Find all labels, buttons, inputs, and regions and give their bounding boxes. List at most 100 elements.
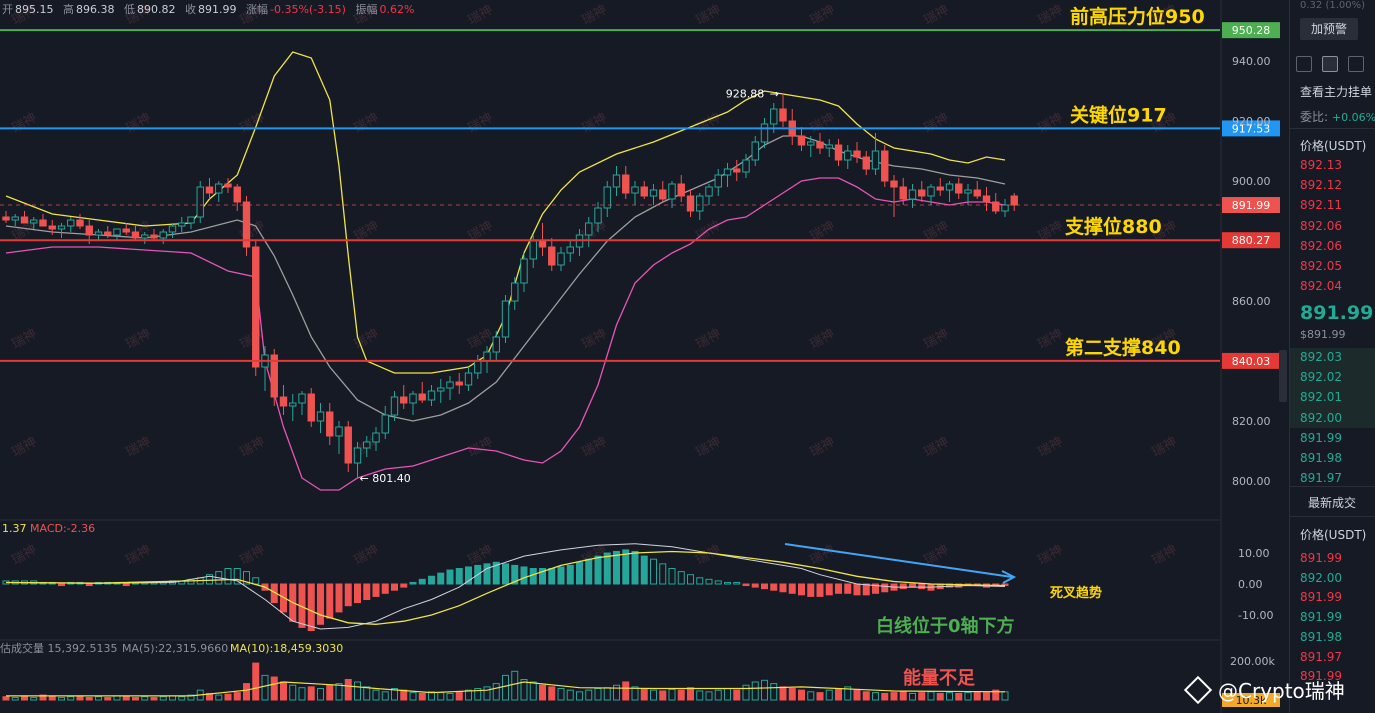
macd-histogram-bar <box>788 583 796 594</box>
volume-bar <box>659 690 667 701</box>
volume-bar <box>992 689 1000 701</box>
current-price-tag <box>1222 197 1280 214</box>
panel-collapse-handle[interactable] <box>1279 350 1287 402</box>
volume-bar <box>983 692 990 701</box>
macd-histogram-bar <box>853 583 861 596</box>
ask-row[interactable]: 892.06 <box>1300 238 1342 253</box>
candle-body <box>816 141 824 149</box>
ask-row[interactable]: 892.11 <box>1300 198 1342 213</box>
volume-ma5: MA(5):22,315.9660 <box>122 642 228 655</box>
macd-histogram-bar <box>631 550 639 585</box>
add-alert-button[interactable]: 加预警 <box>1300 18 1358 40</box>
volume-bar <box>474 688 482 701</box>
level-price-tag <box>1222 232 1280 249</box>
candle-body <box>733 168 741 173</box>
candle-body <box>1001 204 1009 212</box>
candle-body <box>335 426 343 437</box>
candle <box>196 181 204 223</box>
bid-row[interactable]: 891.97 <box>1300 471 1342 486</box>
ask-row[interactable]: 892.04 <box>1300 279 1342 294</box>
macd-histogram-bar <box>492 561 500 585</box>
candle <box>622 166 630 199</box>
candle <box>548 238 556 271</box>
candle <box>520 253 528 292</box>
candle-body <box>899 186 907 200</box>
volume-bar <box>169 695 176 701</box>
ask-row[interactable]: 892.12 <box>1300 178 1342 193</box>
volume-bar <box>446 692 454 701</box>
candle <box>104 226 112 238</box>
candle <box>585 217 593 247</box>
high-annotation-arrow: → <box>770 87 779 100</box>
candle <box>881 145 889 187</box>
macd-histogram-bar <box>206 574 213 585</box>
candle <box>20 211 29 224</box>
macd-histogram-bar <box>58 583 65 587</box>
candle <box>2 211 10 223</box>
volume-bar <box>132 697 139 701</box>
macd-histogram-bar <box>807 583 815 597</box>
macd-histogram-bar <box>640 555 648 585</box>
macd-histogram-bar <box>511 564 519 585</box>
macd-histogram-bar <box>465 566 472 585</box>
book-asks-view-icon[interactable] <box>1348 56 1364 72</box>
latest-trades-tab[interactable]: 最新成交 <box>1308 496 1357 510</box>
candle <box>668 181 676 208</box>
macd-histogram-bar <box>742 583 750 587</box>
main-orders-link[interactable]: 查看主力挂单 <box>1300 85 1373 99</box>
candle <box>982 187 991 211</box>
macd-histogram-bar <box>714 580 722 585</box>
macd-histogram-bar <box>825 583 833 596</box>
candle <box>918 181 926 202</box>
candle-body <box>104 231 112 236</box>
candle <box>742 154 750 178</box>
candle-body <box>557 252 565 266</box>
bid-row[interactable]: 892.03 <box>1300 350 1342 364</box>
macd-histogram-bar <box>317 583 324 625</box>
candle-body <box>30 219 38 224</box>
bid-row[interactable]: 891.99 <box>1300 430 1342 445</box>
candle-body <box>770 108 778 125</box>
ask-row[interactable]: 892.13 <box>1300 158 1342 172</box>
candle-body <box>409 393 417 404</box>
macd-histogram-bar <box>455 568 463 585</box>
volume-bar <box>243 683 250 701</box>
bid-row[interactable]: 892.02 <box>1300 370 1342 385</box>
candle <box>992 193 1000 214</box>
candle-body <box>566 246 574 254</box>
candle <box>955 178 963 199</box>
candle-body <box>464 372 473 386</box>
candle <box>797 127 806 151</box>
volume-bar <box>761 679 768 701</box>
open-label: 开 <box>2 3 13 16</box>
ask-row[interactable]: 892.06 <box>1300 218 1342 233</box>
volume-ma-line <box>6 681 1006 697</box>
last-price: 891.99 <box>1300 302 1374 324</box>
candle <box>816 133 824 154</box>
bid-row[interactable]: 892.01 <box>1300 390 1342 405</box>
candle-body <box>548 246 556 266</box>
book-both-view-icon[interactable] <box>1296 56 1312 72</box>
macd-histogram-bar <box>335 583 343 613</box>
level-label: 关键位917 <box>1070 103 1167 126</box>
candle <box>427 385 436 406</box>
candle-body <box>316 411 325 422</box>
candle <box>270 349 278 406</box>
ask-row[interactable]: 892.05 <box>1300 259 1342 273</box>
candle <box>807 136 815 157</box>
macd-histogram-bar <box>566 564 574 585</box>
candle-body <box>871 150 880 170</box>
bid-row[interactable]: 891.98 <box>1300 451 1342 465</box>
candle <box>455 373 463 394</box>
book-bids-view-icon[interactable] <box>1322 56 1338 72</box>
macd-histogram-bar <box>696 577 704 585</box>
candle-body <box>705 186 713 197</box>
volume-bar <box>927 691 935 701</box>
volume-bar <box>95 696 102 701</box>
price-axis-tick: 820.00 <box>1232 415 1271 428</box>
candle-body <box>159 231 167 239</box>
bid-row[interactable]: 892.00 <box>1300 410 1342 425</box>
macd-histogram-bar <box>862 583 870 596</box>
candle-body <box>437 387 445 392</box>
